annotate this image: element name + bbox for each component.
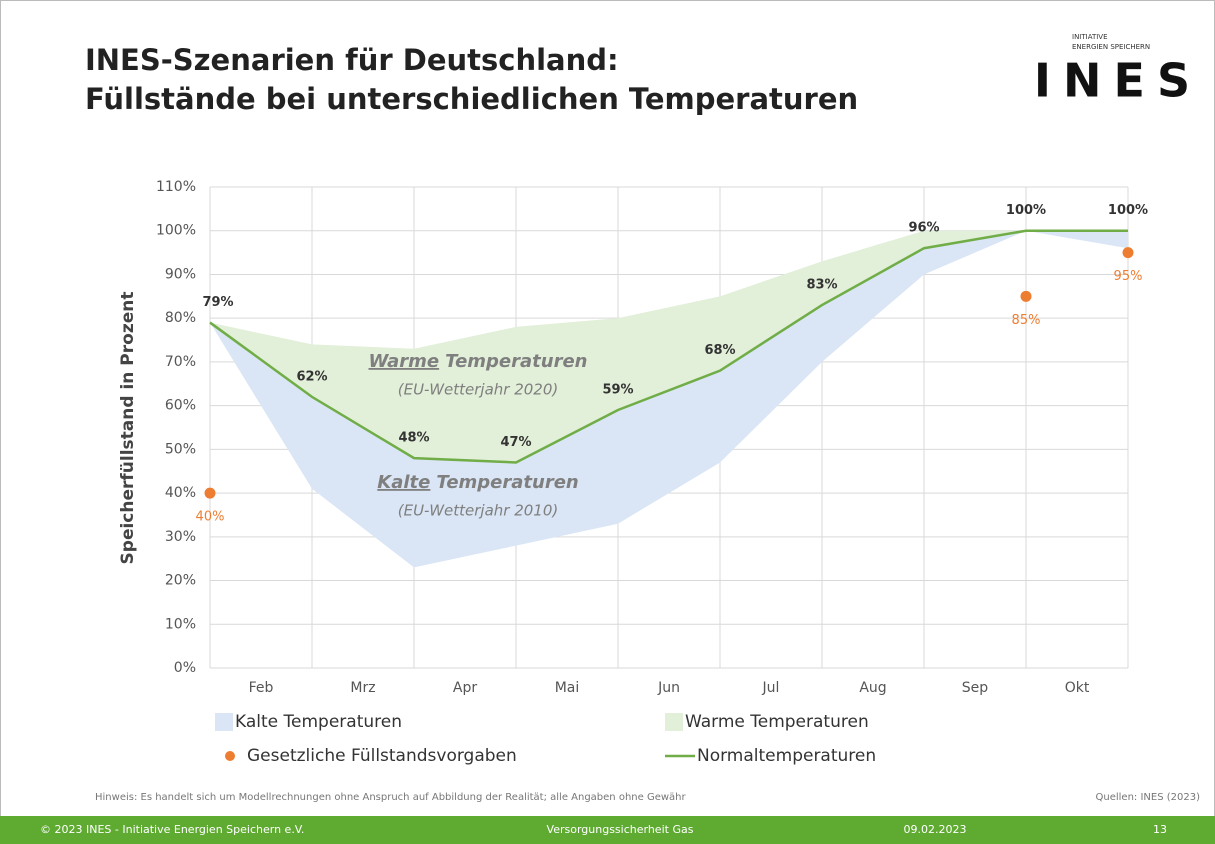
data-label: 79% — [202, 295, 233, 310]
annotation-sub: (EU-Wetterjahr 2020) — [398, 381, 559, 399]
legend-label: Gesetzliche Füllstandsvorgaben — [247, 746, 517, 766]
y-tick-label: 10% — [165, 616, 196, 632]
source: Quellen: INES (2023) — [1096, 792, 1201, 803]
x-tick-label: Aug — [859, 680, 886, 696]
y-tick-label: 80% — [165, 310, 196, 326]
x-tick-label: Jul — [762, 680, 780, 696]
data-label: 48% — [398, 431, 429, 446]
legend-swatch — [215, 713, 233, 731]
legend-label: Kalte Temperaturen — [235, 712, 402, 732]
data-label: 85% — [1012, 313, 1041, 328]
data-label: 62% — [296, 369, 327, 384]
legend-label: Normaltemperaturen — [697, 746, 876, 766]
data-label: 40% — [196, 510, 225, 525]
footer-text: 09.02.2023 — [904, 823, 967, 836]
y-tick-label: 30% — [165, 529, 196, 545]
logo: INES — [1034, 54, 1202, 108]
y-tick-label: 0% — [174, 660, 196, 676]
area — [210, 230, 1128, 568]
data-label: 59% — [602, 383, 633, 398]
annotation-emph: Warme — [369, 351, 440, 372]
footer-bar — [0, 816, 1215, 844]
data-label: 83% — [806, 278, 837, 293]
y-axis-label: Speicherfüllstand in Prozent — [118, 292, 138, 565]
footer-text: Versorgungssicherheit Gas — [547, 823, 694, 836]
legend-swatch — [225, 751, 235, 761]
y-tick-label: 110% — [156, 179, 196, 195]
annotation: Kalte Temperaturen — [377, 472, 578, 493]
x-tick-label: Sep — [962, 680, 989, 696]
data-label: 95% — [1114, 269, 1143, 284]
point — [1020, 290, 1032, 302]
line — [209, 229, 1128, 464]
y-tick-label: 40% — [165, 485, 196, 501]
x-tick-label: Mrz — [350, 680, 375, 696]
y-tick-label: 90% — [165, 266, 196, 282]
note: Hinweis: Es handelt sich um Modellrechnu… — [95, 792, 686, 803]
x-tick-label: Okt — [1065, 680, 1090, 696]
data-label: 96% — [908, 221, 939, 236]
x-tick-label: Jun — [657, 680, 680, 696]
title-line: Füllstände bei unterschiedlichen Tempera… — [85, 82, 858, 116]
logo-small: ENERGIEN SPEICHERN — [1072, 43, 1150, 51]
y-tick-label: 60% — [165, 398, 196, 414]
x-tick-label: Feb — [249, 680, 274, 696]
point — [204, 487, 216, 499]
logo-small: INITIATIVE — [1072, 33, 1108, 41]
title-line: INES-Szenarien für Deutschland: — [85, 43, 619, 77]
y-tick-label: 50% — [165, 441, 196, 457]
x-tick-label: Apr — [453, 680, 477, 696]
annotation-rest: Temperaturen — [445, 351, 587, 372]
data-label: 100% — [1006, 203, 1046, 218]
y-tick-label: 20% — [165, 573, 196, 589]
annotation: Warme Temperaturen — [369, 351, 588, 372]
footer-text: © 2023 INES - Initiative Energien Speich… — [40, 823, 304, 836]
point — [1122, 247, 1134, 259]
x-tick-label: Mai — [555, 680, 580, 696]
annotation-sub: (EU-Wetterjahr 2010) — [398, 502, 559, 520]
annotation-emph: Kalte — [377, 472, 430, 493]
footer-text: 13 — [1153, 823, 1167, 836]
y-tick-label: 100% — [156, 223, 196, 239]
legend-label: Warme Temperaturen — [685, 712, 869, 732]
area — [210, 230, 1128, 463]
data-label: 47% — [500, 435, 531, 450]
data-label: 68% — [704, 343, 735, 358]
legend-swatch — [665, 713, 683, 731]
data-label: 100% — [1108, 203, 1148, 218]
annotation-rest: Temperaturen — [436, 472, 578, 493]
y-tick-label: 70% — [165, 354, 196, 370]
